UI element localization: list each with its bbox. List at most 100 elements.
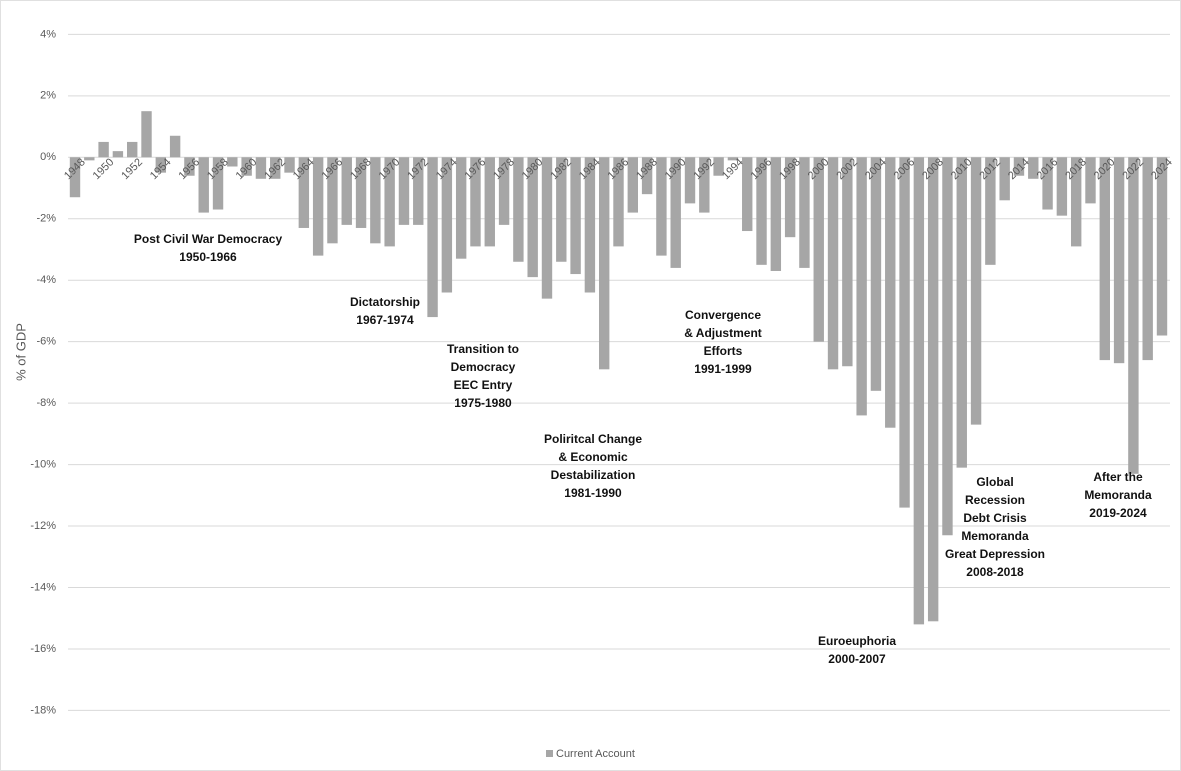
bar — [627, 157, 639, 213]
bar — [656, 157, 667, 256]
bar — [899, 157, 910, 508]
bar — [870, 157, 882, 391]
bar — [827, 157, 839, 370]
bar — [770, 157, 782, 271]
bar — [255, 157, 267, 179]
bar — [284, 157, 295, 173]
bar — [942, 157, 953, 536]
bar — [641, 157, 653, 195]
bar — [842, 157, 853, 367]
bar — [556, 157, 567, 262]
bar — [270, 157, 281, 179]
bar — [355, 157, 367, 228]
annotation: & Adjustment — [684, 326, 762, 340]
y-tick-label: -6% — [36, 336, 56, 348]
annotation: Poliritcal Change — [544, 432, 642, 446]
bar — [727, 157, 739, 161]
annotation: Recession — [965, 493, 1025, 507]
bar — [413, 157, 424, 225]
bar — [513, 157, 524, 262]
bar — [1113, 157, 1125, 364]
y-tick-label: 2% — [40, 90, 56, 102]
annotation: 1975-1980 — [454, 396, 512, 410]
bar — [212, 157, 224, 210]
annotation: 1991-1999 — [694, 362, 752, 376]
annotation: Post Civil War Democracy — [134, 232, 283, 246]
y-tick-label: 0% — [40, 151, 56, 163]
annotation: Efforts — [704, 344, 743, 358]
bar — [985, 157, 996, 265]
bar — [98, 141, 109, 158]
bar — [885, 157, 896, 428]
bar — [541, 157, 553, 299]
annotation: Dictatorship — [350, 295, 420, 309]
bar — [1128, 157, 1139, 474]
annotation: Memoranda — [961, 529, 1029, 543]
bar — [699, 157, 710, 213]
y-tick-label: -16% — [30, 643, 56, 655]
bar — [956, 157, 967, 468]
legend-label: Current Account — [556, 748, 635, 760]
bar — [341, 157, 352, 225]
y-tick-label: -4% — [36, 274, 56, 286]
y-tick-label: -2% — [36, 213, 56, 225]
bar — [441, 157, 453, 293]
bar — [570, 157, 581, 275]
annotation: Democracy — [451, 360, 516, 374]
legend-swatch — [546, 750, 553, 757]
bar — [813, 157, 824, 342]
bar — [1042, 157, 1053, 210]
bar — [1156, 157, 1168, 336]
annotation: Debt Crisis — [963, 511, 1027, 525]
annotation: EEC Entry — [454, 378, 513, 392]
bar — [1028, 157, 1039, 179]
bar — [427, 157, 438, 318]
bar — [756, 157, 767, 265]
annotation: 1981-1990 — [564, 486, 622, 500]
bar — [241, 157, 252, 176]
annotation: 1950-1966 — [179, 250, 237, 264]
bar — [1056, 157, 1068, 216]
bar — [227, 157, 238, 167]
bar — [1085, 157, 1096, 204]
bar — [1142, 157, 1153, 361]
y-tick-label: -14% — [30, 581, 56, 593]
annotation: Memoranda — [1084, 488, 1152, 502]
annotation: 2000-2007 — [828, 652, 886, 666]
annotation: 2019-2024 — [1089, 506, 1147, 520]
bar — [127, 141, 138, 158]
bar — [370, 157, 381, 244]
annotation: Global — [976, 475, 1013, 489]
y-tick-label: -10% — [30, 458, 56, 470]
bar — [312, 157, 324, 256]
bar — [713, 157, 724, 176]
annotation: Great Depression — [945, 547, 1045, 561]
annotation: 2008-2018 — [966, 565, 1024, 579]
bar — [584, 157, 596, 293]
annotation: 1967-1974 — [356, 313, 414, 327]
bar — [598, 157, 610, 370]
bar — [1070, 157, 1082, 247]
bar — [484, 157, 495, 247]
bar — [970, 157, 982, 425]
bar — [799, 157, 810, 268]
bar — [327, 157, 338, 244]
bar — [742, 157, 753, 232]
bar — [184, 157, 195, 176]
bar — [927, 157, 939, 622]
bar — [398, 157, 410, 225]
annotation: After the — [1093, 470, 1143, 484]
bar — [498, 157, 510, 225]
bar — [455, 157, 467, 259]
bar — [684, 157, 696, 204]
y-tick-label: 4% — [40, 28, 56, 40]
y-axis-title: % of GDP — [13, 323, 28, 381]
bar — [613, 157, 624, 247]
y-tick-label: -12% — [30, 520, 56, 532]
bar — [913, 157, 925, 625]
annotation: Euroeuphoria — [818, 634, 896, 648]
bar — [169, 135, 181, 158]
annotation: Destabilization — [551, 468, 636, 482]
